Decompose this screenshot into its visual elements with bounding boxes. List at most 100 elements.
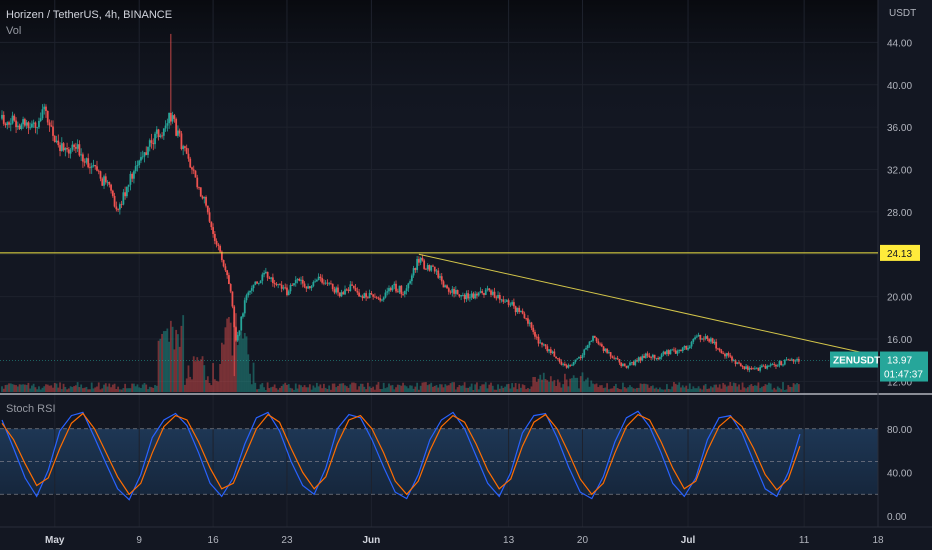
volume-bar-74: [131, 383, 134, 392]
candle-body-185: [326, 282, 329, 284]
candle-body-126: [222, 260, 225, 267]
volume-bar-331: [583, 381, 586, 392]
candle-body-417: [734, 360, 737, 364]
volume-bar-179: [315, 382, 318, 392]
candle-body-301: [530, 322, 533, 328]
candle-body-336: [592, 335, 594, 341]
volume-bar-81: [143, 382, 146, 392]
volume-bar-253: [446, 385, 448, 392]
volume-bar-193: [340, 383, 343, 392]
volume-bar-230: [405, 386, 408, 392]
price-tick-4: 28.00: [887, 208, 912, 219]
candle-body-205: [361, 296, 364, 299]
volume-bar-249: [439, 384, 441, 392]
candle-body-405: [713, 341, 716, 344]
candle-body-343: [604, 348, 607, 351]
candle-body-174: [307, 286, 309, 289]
volume-bar-342: [602, 388, 605, 392]
volume-bar-184: [324, 387, 327, 392]
volume-bar-293: [516, 389, 519, 392]
volume-bar-188: [331, 383, 334, 392]
candle-body-11: [20, 124, 23, 129]
volume-bar-112: [198, 361, 200, 392]
candle-body-54: [96, 166, 98, 171]
candle-body-46: [82, 154, 84, 162]
candle-body-83: [147, 146, 149, 155]
candle-body-14: [25, 122, 28, 126]
volume-bar-197: [347, 387, 350, 392]
volume-bar-310: [546, 380, 549, 392]
candle-body-325: [572, 361, 575, 365]
volume-bar-386: [680, 387, 682, 392]
candle-body-227: [400, 285, 403, 295]
volume-bar-196: [345, 386, 348, 392]
candle-body-114: [201, 196, 204, 199]
volume-bar-274: [483, 384, 485, 392]
stoch-rsi-title[interactable]: Stoch RSI: [6, 403, 56, 415]
date-tick-0: May: [45, 535, 65, 546]
candle-body-261: [460, 295, 463, 297]
candle-body-24: [43, 106, 46, 110]
volume-bar-223: [393, 389, 396, 392]
volume-bar-189: [333, 383, 336, 392]
volume-bar-252: [444, 384, 447, 392]
candle-body-173: [305, 286, 308, 289]
volume-bar-71: [125, 388, 128, 392]
candle-body-18: [32, 122, 35, 124]
volume-bar-336: [592, 383, 594, 392]
volume-bar-113: [199, 359, 202, 392]
candle-body-80: [141, 156, 144, 158]
candle-body-63: [111, 190, 114, 196]
candle-body-440: [775, 364, 777, 367]
candle-body-389: [685, 345, 688, 350]
volume-bar-198: [349, 384, 352, 392]
volume-bar-159: [280, 385, 283, 392]
candle-body-243: [428, 265, 431, 271]
candle-body-270: [476, 293, 478, 296]
candle-body-289: [509, 304, 512, 306]
candle-body-98: [173, 115, 176, 119]
volume-bar-192: [338, 383, 341, 392]
rsi-tick-0: 80.00: [887, 425, 912, 436]
candle-body-268: [472, 293, 475, 299]
volume-bar-144: [254, 382, 257, 392]
volume-bar-273: [481, 384, 484, 392]
candle-body-228: [402, 294, 404, 295]
candle-body-360: [634, 360, 637, 366]
volume-label[interactable]: Vol: [6, 25, 22, 37]
volume-bar-40: [71, 387, 74, 392]
volume-bar-45: [80, 384, 83, 392]
candle-body-147: [259, 280, 262, 284]
volume-bar-138: [243, 333, 246, 392]
candle-body-0: [1, 114, 3, 119]
candle-body-137: [242, 313, 244, 317]
candle-body-172: [303, 283, 306, 287]
candle-body-101: [178, 130, 181, 134]
candle-body-10: [18, 125, 21, 129]
volume-bar-204: [359, 383, 362, 392]
candle-body-22: [39, 118, 42, 121]
candle-body-230: [405, 288, 408, 292]
volume-bar-443: [780, 389, 783, 392]
volume-bar-42: [74, 385, 77, 392]
volume-bar-158: [279, 387, 281, 392]
volume-bar-162: [286, 384, 288, 392]
volume-bar-328: [578, 388, 580, 392]
candle-body-353: [622, 363, 624, 366]
candle-body-207: [365, 293, 368, 298]
volume-bar-358: [630, 386, 633, 392]
candle-body-79: [140, 157, 142, 161]
candle-body-310: [546, 346, 549, 352]
volume-bar-430: [757, 382, 760, 392]
volume-bar-378: [666, 384, 668, 392]
candle-body-422: [743, 366, 746, 369]
candle-body-45: [80, 154, 83, 156]
volume-bar-452: [796, 383, 798, 392]
candle-body-452: [796, 359, 798, 361]
volume-bar-161: [284, 382, 287, 392]
volume-bar-29: [52, 387, 54, 392]
symbol-title[interactable]: Horizen / TetherUS, 4h, BINANCE: [6, 9, 173, 21]
volume-bar-37: [66, 389, 68, 392]
volume-bar-58: [103, 384, 105, 392]
candle-body-276: [486, 288, 489, 290]
